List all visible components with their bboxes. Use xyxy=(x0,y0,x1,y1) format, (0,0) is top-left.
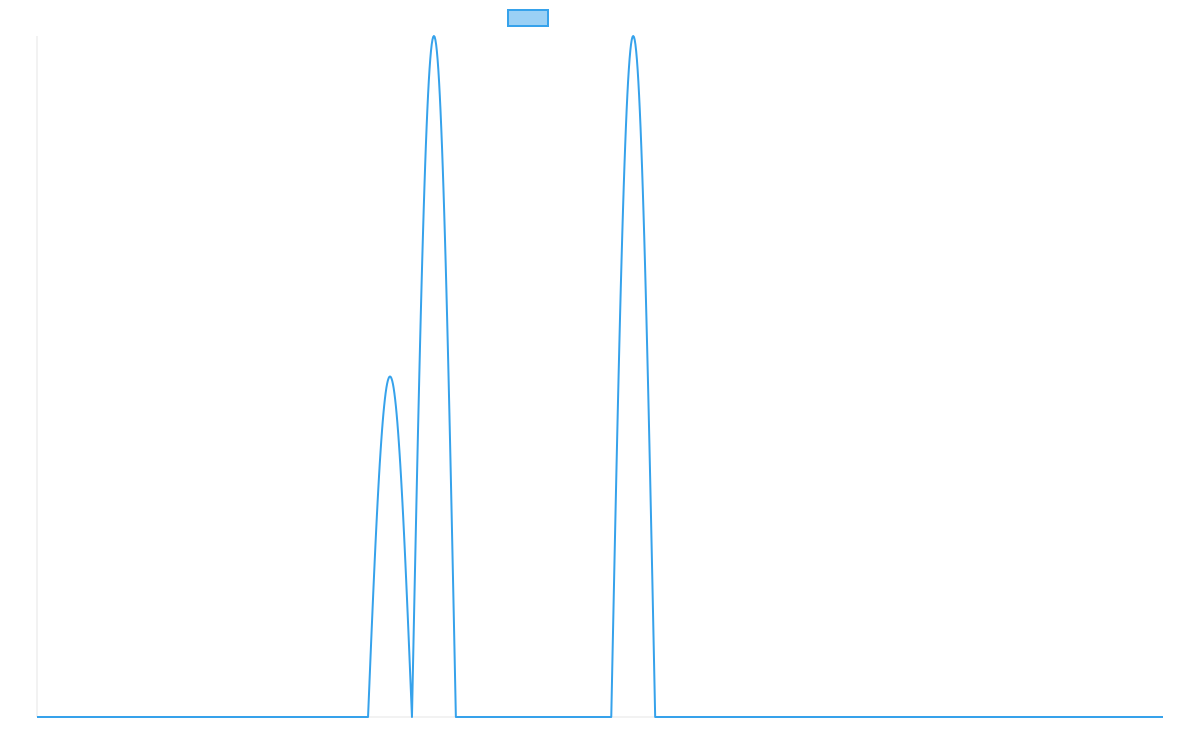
legend-swatch[interactable] xyxy=(507,9,549,27)
axes xyxy=(36,36,1163,718)
series-layer xyxy=(37,33,1163,718)
legend[interactable] xyxy=(507,9,549,27)
peak-point-1 xyxy=(387,374,393,380)
peak-point-2 xyxy=(431,33,437,39)
series-line xyxy=(37,35,1163,718)
peak-point-3 xyxy=(629,33,635,39)
